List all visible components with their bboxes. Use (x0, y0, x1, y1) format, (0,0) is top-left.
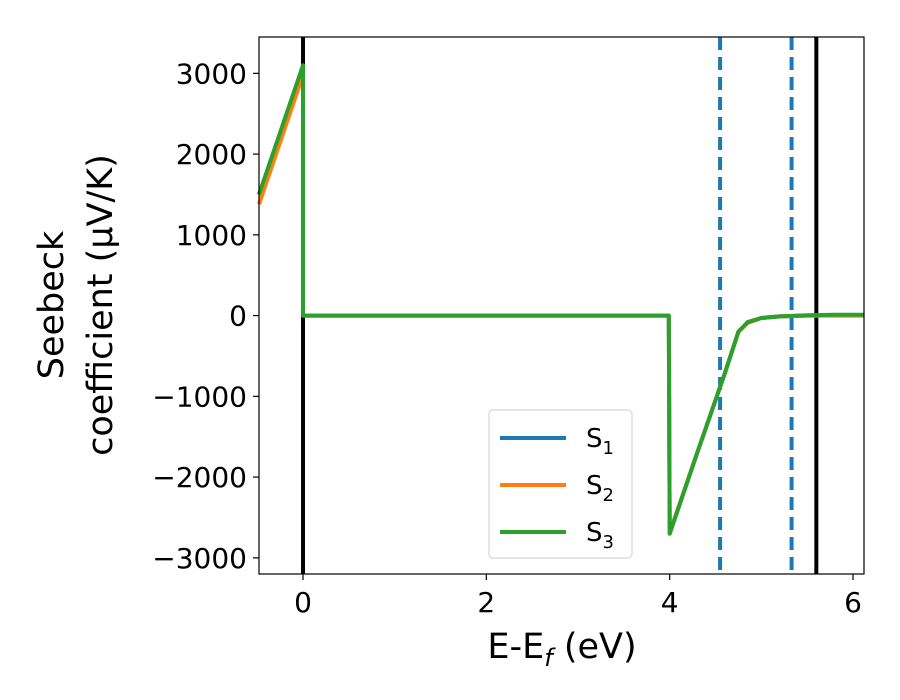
legend: S1 S2 S3 (488, 409, 633, 559)
y-tick-label: 2000 (176, 138, 247, 171)
x-axis-label: E-Ef (eV) (487, 627, 636, 672)
x-tick-label: 2 (477, 586, 495, 619)
x-axis-ticks: 0 2 4 6 (294, 574, 862, 619)
x-tick-label: 0 (294, 586, 312, 619)
y-tick-label: 3000 (176, 57, 247, 90)
legend-label-1: S1 (586, 424, 614, 459)
y-axis-label-line1: Seebeck (32, 230, 72, 379)
series-line-3 (257, 63, 864, 536)
y-axis-ticks: −3000 −2000 −1000 0 1000 2000 3000 (152, 57, 259, 575)
y-tick-label: 0 (229, 300, 247, 333)
y-axis-label-line2: coefficient (μV/K) (81, 154, 121, 456)
y-tick-label: −3000 (152, 542, 247, 575)
y-tick-label: 1000 (176, 219, 247, 252)
y-tick-label: −2000 (152, 461, 247, 494)
plot-frame (258, 36, 865, 575)
series-lines (257, 63, 864, 536)
legend-label-2: S2 (586, 471, 614, 506)
x-tick-label: 4 (661, 586, 679, 619)
x-tick-label: 6 (844, 586, 862, 619)
x-axis-label-unit: (eV) (553, 627, 637, 667)
y-tick-label: −1000 (152, 380, 247, 413)
y-axis-label: Seebeck coefficient (μV/K) (32, 154, 121, 456)
legend-label-3: S3 (586, 518, 614, 553)
